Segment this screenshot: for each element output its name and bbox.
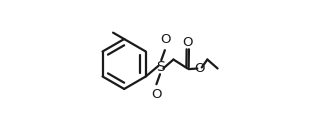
Text: O: O (195, 62, 205, 75)
Text: O: O (151, 88, 161, 102)
Text: O: O (160, 33, 170, 46)
Text: S: S (156, 60, 165, 74)
Text: O: O (182, 36, 193, 49)
